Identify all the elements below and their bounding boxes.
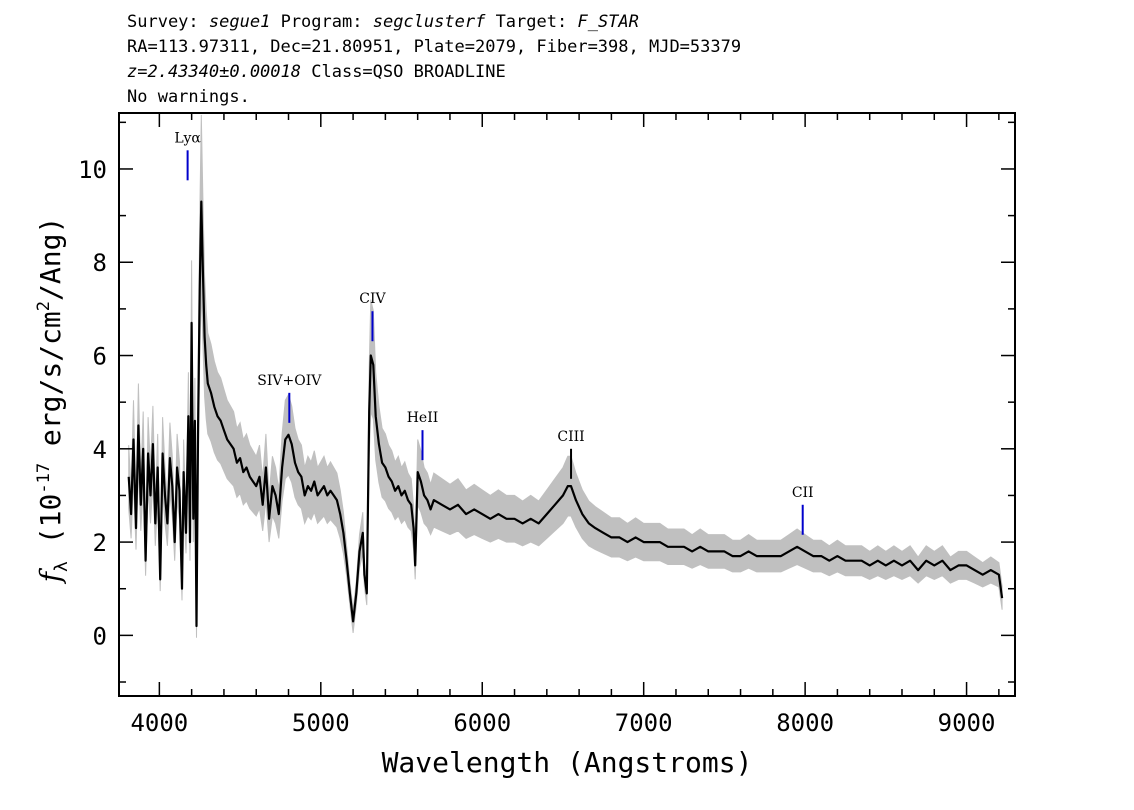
y-title-lambda: λ [51, 561, 72, 572]
target-label: Target: [495, 12, 568, 32]
program-label: Program: [280, 12, 363, 32]
x-tick-label: 7000 [615, 709, 673, 737]
x-tick-label: 8000 [776, 709, 834, 737]
emission-line-label: CII [792, 485, 814, 501]
header-line-survey: Survey: segue1 Program: segclusterf Targ… [127, 10, 741, 35]
emission-line-label: CIII [557, 429, 584, 445]
survey-value: segue1 [208, 12, 271, 32]
y-title-exponent: -17 [34, 463, 54, 494]
emission-line-label: SIV+OIV [257, 373, 322, 389]
y-tick-label: 10 [78, 156, 107, 184]
y-tick-label: 0 [93, 622, 107, 650]
flux-error-envelope [128, 114, 1003, 638]
spectrum-header: Survey: segue1 Program: segclusterf Targ… [127, 10, 741, 110]
y-title-square: 2 [34, 301, 54, 311]
x-axis-title: Wavelength (Angstroms) [382, 746, 753, 779]
redshift-value: z=2.43340±0.00018 [127, 62, 301, 82]
y-tick-label: 8 [93, 249, 107, 277]
y-title-unit: (10 [34, 494, 67, 561]
x-tick-label: 9000 [938, 709, 996, 737]
y-tick-label: 6 [93, 343, 107, 371]
plot-frame [118, 112, 1016, 697]
y-title-unit-2: erg/s/cm [34, 311, 67, 463]
x-tick-label: 5000 [292, 709, 350, 737]
header-line-coordinates: RA=113.97311, Dec=21.80951, Plate=2079, … [127, 37, 742, 57]
y-tick-label: 4 [93, 436, 107, 464]
emission-line-label: Lyα [174, 130, 201, 146]
x-tick-label: 6000 [453, 709, 511, 737]
target-value: F_STAR [577, 12, 639, 32]
header-line-warnings: No warnings. [127, 87, 250, 107]
header-line-redshift: z=2.43340±0.00018 Class=QSO BROADLINE [127, 60, 741, 85]
flux-line [127, 200, 1004, 628]
y-axis-title: fλ (10-17 erg/s/cm2/Ang) [34, 217, 72, 585]
survey-label: Survey: [127, 12, 199, 32]
program-value: segclusterf [372, 12, 486, 32]
class-value: Class=QSO BROADLINE [311, 62, 506, 82]
emission-line-label: HeII [407, 410, 439, 426]
y-tick-label: 2 [93, 529, 107, 557]
emission-line-label: CIV [359, 291, 386, 307]
y-title-unit-3: /Ang) [34, 217, 67, 301]
x-tick-label: 4000 [130, 709, 188, 737]
